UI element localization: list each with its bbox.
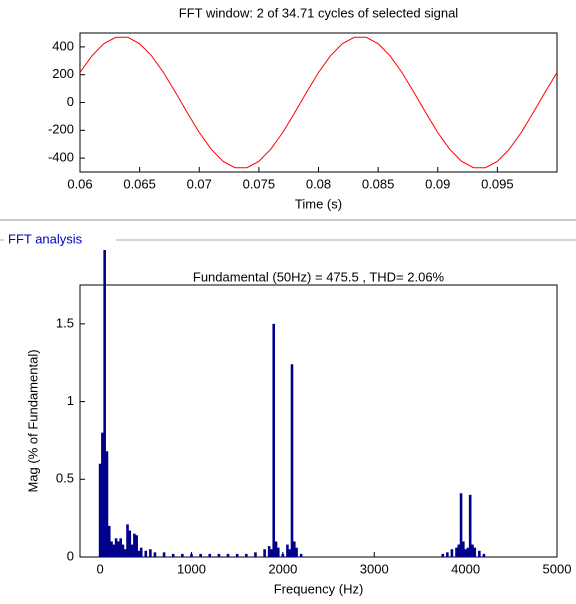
signal-line bbox=[80, 36, 557, 169]
x-tick-label: 0.085 bbox=[362, 176, 395, 191]
y-tick-label: 200 bbox=[52, 66, 74, 81]
bar bbox=[473, 547, 477, 557]
bar bbox=[105, 451, 109, 557]
bar bbox=[121, 544, 125, 557]
bar bbox=[103, 250, 106, 557]
x-tick-label: 0.075 bbox=[243, 176, 276, 191]
x-tick-label: 4000 bbox=[451, 561, 480, 576]
bar bbox=[107, 525, 111, 557]
x-tick-label: 0.07 bbox=[187, 176, 212, 191]
bar bbox=[114, 538, 118, 557]
panel-label: FFT analysis bbox=[8, 231, 83, 246]
y-axis-label: Mag (% of Fundamental) bbox=[25, 349, 40, 492]
x-tick-label: 5000 bbox=[543, 561, 572, 576]
bar bbox=[199, 553, 202, 557]
bar bbox=[441, 553, 445, 557]
x-tick-label: 0.09 bbox=[425, 176, 450, 191]
x-tick-label: 1000 bbox=[177, 561, 206, 576]
bar bbox=[98, 463, 102, 557]
bar bbox=[267, 546, 271, 557]
bar bbox=[226, 553, 230, 557]
bar bbox=[276, 547, 280, 557]
bar bbox=[162, 552, 166, 557]
bar bbox=[464, 549, 467, 557]
x-tick-label: 3000 bbox=[360, 561, 389, 576]
x-tick-label: 0 bbox=[96, 561, 103, 576]
bar bbox=[137, 550, 141, 557]
x-tick-label: 0.06 bbox=[67, 176, 92, 191]
x-axis-label: Frequency (Hz) bbox=[274, 581, 364, 596]
bar bbox=[144, 550, 148, 557]
x-tick-label: 0.095 bbox=[481, 176, 514, 191]
bar bbox=[117, 541, 120, 557]
bar bbox=[190, 553, 193, 557]
bar bbox=[471, 544, 474, 557]
chart-title: FFT window: 2 of 34.71 cycles of selecte… bbox=[179, 5, 459, 20]
bar bbox=[462, 541, 465, 557]
bar bbox=[153, 552, 157, 557]
bar bbox=[292, 541, 296, 557]
bar bbox=[112, 544, 116, 557]
bar bbox=[450, 549, 454, 557]
bar bbox=[286, 544, 289, 557]
bar bbox=[110, 541, 113, 557]
bar bbox=[208, 553, 212, 557]
bar bbox=[217, 553, 221, 557]
bar bbox=[274, 541, 278, 557]
bar bbox=[288, 549, 292, 557]
y-tick-label: 0 bbox=[67, 548, 74, 563]
bar bbox=[272, 323, 276, 557]
bar bbox=[245, 553, 248, 557]
bar bbox=[149, 549, 152, 557]
y-tick-label: -400 bbox=[48, 150, 74, 165]
bar bbox=[101, 432, 104, 557]
y-tick-label: 400 bbox=[52, 38, 74, 53]
y-tick-label: -200 bbox=[48, 122, 74, 137]
data-group bbox=[80, 36, 557, 169]
bar bbox=[466, 547, 470, 557]
bar bbox=[270, 549, 273, 557]
bar bbox=[482, 553, 486, 557]
bar bbox=[181, 553, 184, 557]
bar bbox=[235, 553, 239, 557]
x-tick-label: 0.065 bbox=[123, 176, 156, 191]
bar bbox=[299, 553, 303, 557]
y-tick-label: 0 bbox=[67, 94, 74, 109]
bar bbox=[130, 544, 134, 557]
bar bbox=[459, 493, 463, 557]
bar bbox=[468, 494, 472, 557]
bar bbox=[123, 549, 127, 557]
bar bbox=[133, 533, 136, 557]
panel-label-bg bbox=[4, 232, 116, 248]
bar bbox=[126, 524, 129, 557]
bar bbox=[128, 530, 132, 557]
bar bbox=[457, 544, 461, 557]
chart-title: Fundamental (50Hz) = 475.5 , THD= 2.06% bbox=[193, 269, 445, 284]
bar bbox=[171, 553, 175, 557]
plot-area bbox=[79, 32, 558, 173]
bar bbox=[478, 550, 481, 557]
bar bbox=[295, 547, 298, 557]
x-axis-label: Time (s) bbox=[295, 196, 342, 211]
bar bbox=[281, 553, 285, 557]
bar bbox=[139, 547, 143, 557]
bar bbox=[254, 552, 257, 557]
bar bbox=[135, 535, 138, 557]
y-tick-label: 1.5 bbox=[56, 315, 74, 330]
data-group bbox=[98, 250, 486, 557]
bar bbox=[446, 552, 449, 557]
bar bbox=[263, 549, 266, 557]
y-tick-label: 0.5 bbox=[56, 471, 74, 486]
x-tick-label: 2000 bbox=[268, 561, 297, 576]
plot-area bbox=[79, 284, 558, 558]
bar bbox=[455, 547, 458, 557]
bar bbox=[290, 364, 294, 557]
x-tick-label: 0.08 bbox=[306, 176, 331, 191]
y-tick-label: 1 bbox=[67, 393, 74, 408]
bar bbox=[119, 538, 122, 557]
